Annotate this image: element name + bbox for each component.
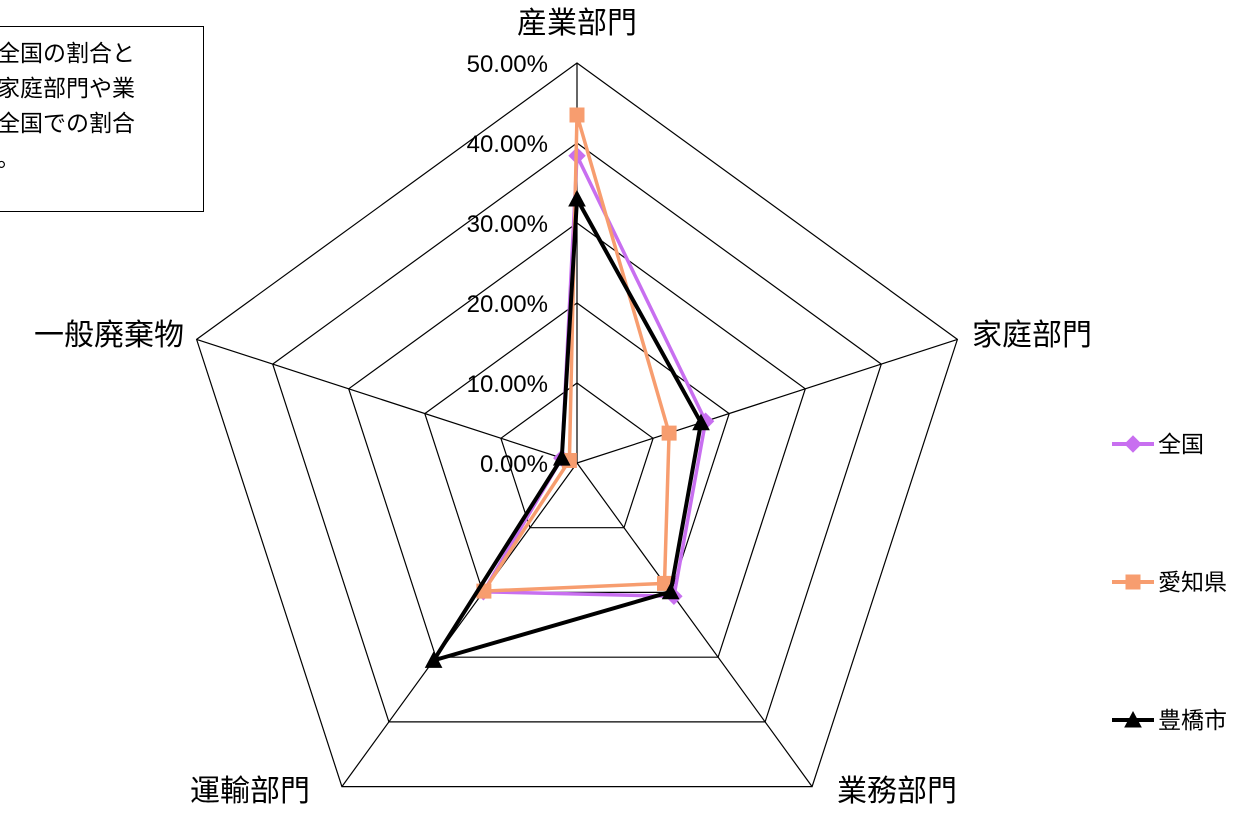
note-line-1: 全国の割合と (0, 41, 135, 67)
legend-item-1: 全国 (1112, 432, 1204, 458)
note-line-4: 。 (0, 142, 203, 177)
note-line-2: 家庭部門や業 (0, 76, 135, 102)
series-layer (424, 107, 715, 668)
legend-marker (1124, 435, 1142, 453)
axis-spoke-5 (196, 338, 578, 464)
note-line-3: 全国での割合 (0, 111, 135, 137)
tick-label: 50.00% (467, 51, 548, 78)
axis-label-5: 一般廃棄物 (34, 318, 184, 353)
legend-marker (1124, 710, 1142, 728)
data-point (568, 189, 586, 207)
grid-layer (195, 62, 959, 788)
axis-label-3: 業務部門 (837, 774, 957, 809)
legend-marker (1125, 574, 1141, 590)
data-point (661, 582, 680, 600)
legend-label: 全国 (1158, 432, 1204, 458)
axis-spoke-4 (341, 462, 578, 787)
axis-spoke-3 (576, 462, 813, 787)
series-3 (424, 189, 710, 668)
legend-item-3: 豊橋市 (1112, 708, 1227, 734)
grid-ring-4 (271, 142, 883, 723)
tick-label: 30.00% (467, 211, 548, 238)
note-box: 全国の割合と 家庭部門や業 全国での割合 。 (0, 26, 204, 212)
tick-label: 0.00% (480, 451, 548, 478)
tick-label: 40.00% (467, 131, 548, 158)
axis-label-4: 運輸部門 (190, 774, 310, 809)
grid-ring-5 (195, 62, 959, 788)
legend-label: 愛知県 (1158, 570, 1227, 596)
tick-labels: 0.00% 10.00% 20.00% 30.00% 40.00% 50.00% (467, 51, 548, 478)
series-line (429, 192, 704, 664)
grid-ring-1 (500, 382, 654, 529)
axis-label-2: 家庭部門 (972, 318, 1092, 353)
data-point (692, 413, 710, 431)
grid-ring-3 (347, 222, 807, 658)
data-point (424, 651, 443, 668)
series-line (480, 114, 671, 593)
data-point (552, 449, 571, 466)
data-point (661, 425, 677, 441)
legend-item-2: 愛知県 (1112, 570, 1227, 596)
axis-label-1: 産業部門 (517, 6, 637, 41)
axis-spoke-2 (576, 338, 958, 464)
legend-label: 豊橋市 (1158, 708, 1227, 734)
tick-label: 20.00% (467, 291, 548, 318)
tick-label: 10.00% (467, 371, 548, 398)
data-point (569, 107, 585, 123)
